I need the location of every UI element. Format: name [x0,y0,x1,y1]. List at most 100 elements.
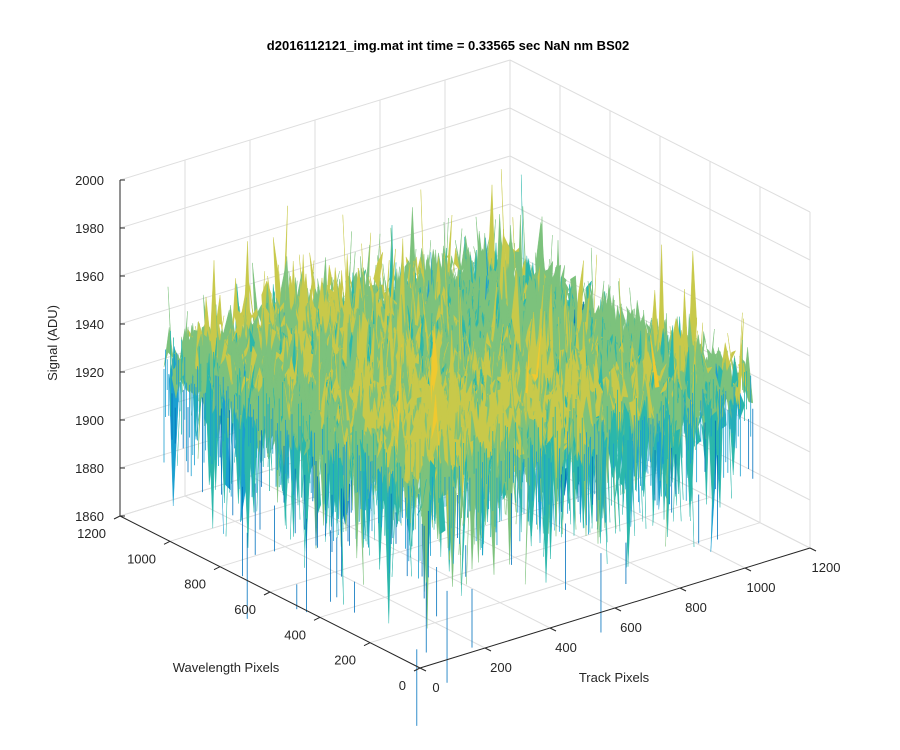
surface-facet [738,362,748,391]
x-tick-label: 200 [490,660,512,675]
surface-facet [431,394,441,471]
surface-facet [303,400,314,456]
x-tick-mark [679,587,687,592]
z-tick-label: 1920 [75,365,104,380]
surface-facet [644,375,655,419]
surface-facet [608,409,618,478]
surface-facet [415,450,426,497]
surface-facet [582,396,592,449]
surface-facet [603,410,613,432]
y-tick-mark [313,616,321,621]
side-wall-grid-line [509,203,811,357]
y-tick-mark [163,540,171,545]
z-tick-label: 1980 [75,221,104,236]
surface-facet [479,399,490,449]
z-tick-label: 1940 [75,317,104,332]
surface-facet [670,392,681,422]
surface-facet [331,415,342,547]
y-tick-mark [413,667,421,672]
surface-facet [703,361,714,389]
z-tick-label: 1900 [75,413,104,428]
surface-facet [345,389,355,460]
y-tick-label: 800 [184,577,206,592]
surface-facet [623,402,634,567]
surface-facet [387,445,398,475]
y-tick-label: 1200 [77,526,106,541]
surface-mesh [163,169,754,726]
surface-facet [173,352,183,383]
surface-facet [231,325,242,343]
back-wall-grid-line [119,155,511,277]
surface-facet [183,326,194,386]
x-tick-label: 400 [555,640,577,655]
z-tick-label: 1960 [75,269,104,284]
surface-facet [279,385,290,471]
side-wall-grid-line [509,59,811,213]
x-tick-mark [484,647,492,652]
surface-facet [287,401,298,458]
surface-facet [447,424,457,587]
surface-facet [452,436,462,459]
surface-facet [691,400,702,418]
surface-facet [291,401,302,451]
tick-labels: 0 200 400 600 800 1000 1200 0 200 400 600 800 1000 12… [75,173,840,695]
surface-facet [383,418,394,497]
surface-facet [343,420,354,485]
surface-facet [457,419,467,497]
surface-facet [702,354,713,374]
floor-grid-line [369,522,761,644]
y-tick-label: 600 [234,602,256,617]
x-tick-mark [809,547,817,552]
surface-facet [665,376,676,547]
surface-facet [577,391,587,446]
x-tick-label: 0 [432,680,439,695]
surface-facet [540,418,551,458]
x-tick-label: 1200 [812,560,841,575]
surface-facet [599,386,609,538]
surface-facet [373,252,383,290]
x-tick-label: 1000 [747,580,776,595]
surface-facet [403,437,414,484]
surface-facet [696,371,707,439]
surface-facet [467,434,478,570]
surface-facet [411,366,422,406]
surface-facet [395,414,406,517]
y-tick-mark [363,642,371,647]
x-tick-label: 600 [620,620,642,635]
y-tick-label: 200 [334,653,356,668]
surface-facet [504,407,514,461]
surface-facet [649,332,660,388]
surface-facet [530,420,540,473]
z-axis-label: Signal (ADU) [45,305,60,381]
surface-facet [557,443,568,461]
y-axis-label: Wavelength Pixels [173,660,280,675]
x-tick-label: 800 [685,600,707,615]
z-tick-label: 1880 [75,461,104,476]
x-axis-label: Track Pixels [579,670,650,685]
surface-facet [613,364,624,433]
y-tick-label: 0 [399,678,406,693]
surface-facet [519,402,530,468]
surface-facet [462,455,473,526]
surface-facet [283,380,294,420]
floor-grid-line [319,496,711,618]
y-tick-mark [213,566,221,571]
surface-facet [488,414,499,575]
x-tick-mark [614,607,622,612]
side-wall-grid-line [509,155,811,309]
surface-facet [239,376,250,396]
surface-facet [550,390,561,424]
z-tick-label: 2000 [75,173,104,188]
surface-facet [717,390,727,424]
back-wall-grid-line [119,107,511,229]
z-tick-label: 1860 [75,509,104,524]
surface-facet [561,406,572,429]
surface-facet [509,420,519,543]
y-tick-label: 400 [284,627,306,642]
x-tick-mark [549,627,557,632]
y-tick-mark [113,515,121,520]
x-tick-mark [744,567,752,572]
back-wall-grid-line [119,203,511,325]
surface-facet [440,393,450,560]
